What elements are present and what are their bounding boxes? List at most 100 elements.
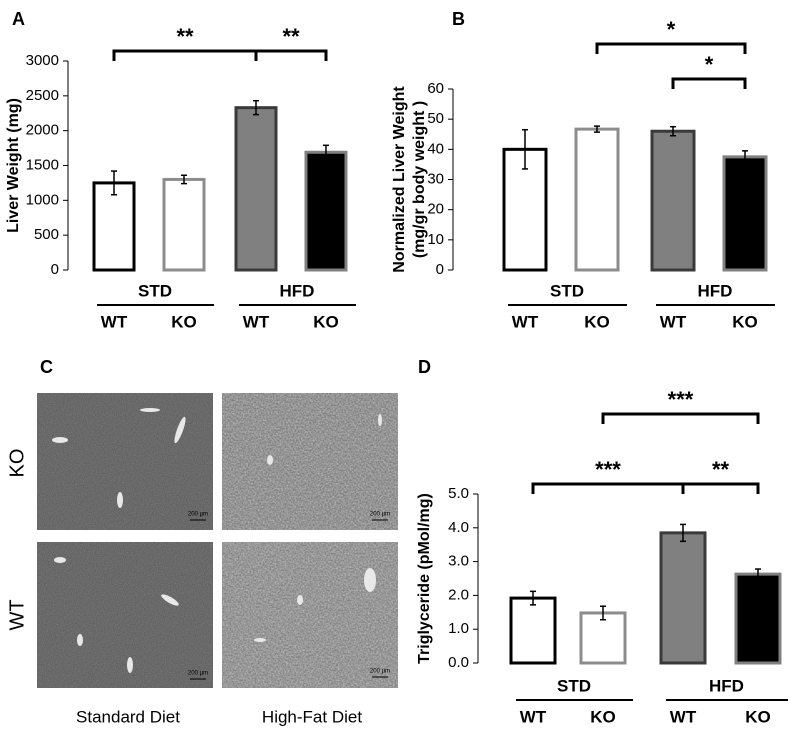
x-tick-label: KO <box>745 707 771 726</box>
y-axis-label: (mg/gr body weight ) <box>411 101 428 258</box>
error-bar <box>111 170 117 196</box>
vessels <box>52 408 382 673</box>
bar <box>722 155 768 272</box>
significance-label: * <box>667 17 676 42</box>
panel-letter: C <box>40 357 53 377</box>
significance-label: * <box>705 52 714 77</box>
y-tick-label: 2500 <box>26 87 59 104</box>
significance-label: ** <box>176 24 194 49</box>
y-tick-label: 500 <box>34 226 59 243</box>
x-tick-label: KO <box>584 312 610 331</box>
significance-bracket <box>681 482 760 494</box>
y-tick-label: 3.0 <box>448 553 469 570</box>
y-tick-label: 30 <box>427 170 444 187</box>
bar <box>579 611 627 665</box>
x-tick-label: KO <box>171 312 197 331</box>
group-label: STD <box>138 281 172 300</box>
column-label: High-Fat Diet <box>262 707 362 726</box>
y-axis-label: Normalized Liver Weight <box>391 86 408 273</box>
scale-bar-label: 200 µm <box>370 669 390 675</box>
x-tick-label: WT <box>512 312 539 331</box>
y-tick-label: 2000 <box>26 122 59 139</box>
panel-letter: D <box>418 357 431 377</box>
panel-letter: B <box>452 9 465 29</box>
error-bar <box>600 605 606 621</box>
group-label: HFD <box>280 281 315 300</box>
error-bar <box>742 150 748 164</box>
y-axis-label: Triglyceride (pMol/mg) <box>416 493 433 664</box>
significance-bracket <box>254 49 328 61</box>
y-tick-label: 50 <box>427 110 444 127</box>
significance-label: ** <box>712 457 730 482</box>
bar <box>92 181 136 272</box>
x-tick-label: WT <box>243 312 270 331</box>
group-label: HFD <box>698 281 733 300</box>
panel-c: C 200 µm 200 µm 200 µm 200 µm KO WT <box>6 357 398 726</box>
x-tick-label: WT <box>670 707 697 726</box>
y-tick-label: 1000 <box>26 191 59 208</box>
bar <box>162 177 206 272</box>
x-tick-label: WT <box>520 707 547 726</box>
x-tick-label: WT <box>101 312 128 331</box>
texture <box>37 393 213 530</box>
scale-bars: 200 µm 200 µm 200 µm 200 µm <box>188 512 390 680</box>
scale-bar-label: 200 µm <box>188 671 208 677</box>
row-label: KO <box>6 449 28 478</box>
significance-label: *** <box>668 387 694 412</box>
y-tick-label: 0 <box>51 261 59 278</box>
y-tick-label: 1500 <box>26 156 59 173</box>
row-label: WT <box>6 599 28 630</box>
y-tick-label: 3000 <box>26 52 59 69</box>
bar <box>659 531 707 665</box>
error-bar <box>530 590 536 606</box>
bar <box>574 127 620 272</box>
significance-bracket <box>601 412 760 424</box>
group-label: STD <box>557 676 591 695</box>
texture <box>222 393 398 530</box>
texture <box>37 542 213 688</box>
y-tick-label: 10 <box>427 231 444 248</box>
bar <box>650 129 696 272</box>
error-bar <box>522 128 528 170</box>
error-bar <box>594 125 600 133</box>
x-tick-label: KO <box>732 312 758 331</box>
y-tick-label: 20 <box>427 201 444 218</box>
error-bar <box>323 144 329 160</box>
group-label: HFD <box>709 676 744 695</box>
significance-label: ** <box>282 24 300 49</box>
significance-bracket <box>112 49 258 61</box>
error-bar <box>680 523 686 543</box>
y-tick-label: 0.0 <box>448 654 469 671</box>
bar <box>304 150 348 272</box>
y-tick-label: 40 <box>427 140 444 157</box>
y-axis-label: Liver Weight (mg) <box>5 98 22 233</box>
y-tick-label: 2.0 <box>448 586 469 603</box>
y-tick-label: 60 <box>427 80 444 97</box>
panel-letter: A <box>12 9 25 29</box>
significance-bracket <box>531 482 685 494</box>
y-tick-label: 0 <box>436 261 444 278</box>
significance-label: *** <box>595 457 621 482</box>
bar <box>734 572 782 665</box>
error-bar <box>670 125 676 137</box>
significance-bracket <box>671 77 747 89</box>
y-tick-label: 1.0 <box>448 620 469 637</box>
error-bar <box>755 568 761 580</box>
significance-bracket <box>595 42 747 54</box>
x-tick-label: KO <box>313 312 339 331</box>
group-label: STD <box>550 281 584 300</box>
bar <box>234 106 278 272</box>
y-tick-label: 4.0 <box>448 519 469 536</box>
bar <box>509 596 557 665</box>
chart: A 0 500 1000 1500 2000 2500 3000 Liver Weight (m… <box>5 9 356 331</box>
scale-bar-label: 200 µm <box>188 512 208 518</box>
error-bar <box>181 174 187 185</box>
x-tick-label: KO <box>590 707 616 726</box>
chart: D 0.0 1.0 2.0 3.0 4.0 5.0 Triglyceride (pMol/mg… <box>416 357 788 726</box>
x-tick-label: WT <box>660 312 687 331</box>
column-label: Standard Diet <box>76 707 180 726</box>
y-tick-label: 5.0 <box>448 485 469 502</box>
chart: B 0 10 20 30 40 50 60 Normalized Liver Weight (mg… <box>391 9 775 331</box>
scale-bar-label: 200 µm <box>370 512 390 518</box>
